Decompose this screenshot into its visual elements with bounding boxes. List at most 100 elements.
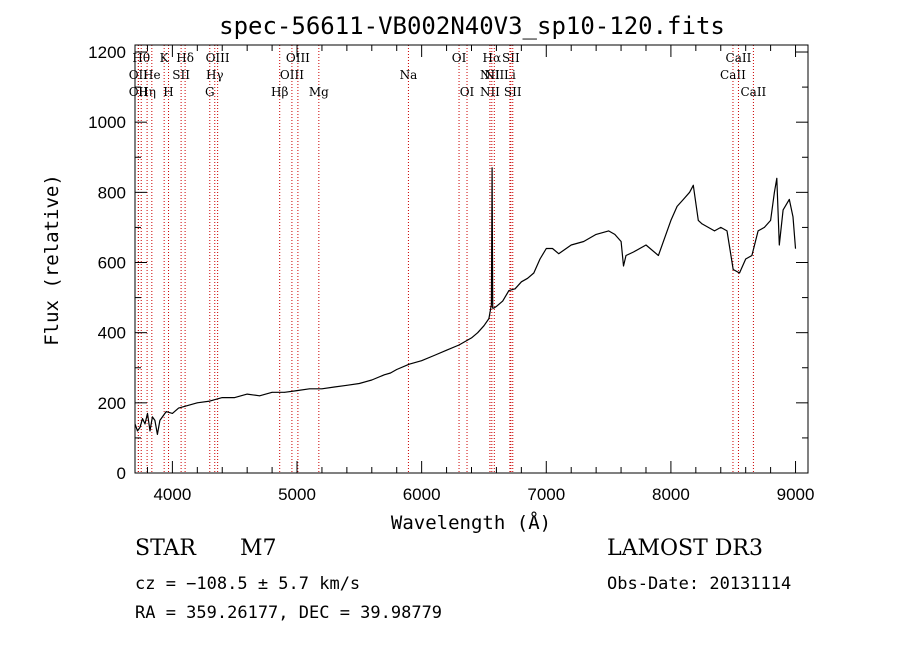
line-marker-label: SII	[502, 51, 520, 65]
data-point	[583, 241, 585, 242]
data-point	[707, 227, 709, 228]
data-point	[346, 384, 348, 386]
data-point	[751, 255, 753, 256]
line-marker-label: Hβ	[271, 85, 288, 99]
data-point	[142, 418, 143, 420]
data-point	[477, 332, 479, 334]
line-marker-label: Li	[504, 68, 516, 82]
x-tick-label: 7000	[527, 485, 565, 504]
data-point	[770, 220, 772, 221]
data-point	[508, 290, 510, 291]
data-point	[692, 184, 694, 186]
data-point	[471, 337, 472, 339]
line-marker-label: OI	[452, 51, 467, 65]
object-subclass: M7	[240, 536, 277, 561]
data-point	[491, 304, 492, 306]
data-point	[533, 272, 535, 274]
data-point	[492, 307, 494, 309]
data-point	[714, 230, 715, 232]
data-point	[421, 360, 423, 362]
data-point	[284, 391, 285, 393]
obs-date: Obs-Date: 20131114	[607, 574, 792, 594]
data-point	[309, 388, 310, 390]
line-marker-label: NII	[480, 85, 500, 99]
data-point	[695, 202, 697, 204]
line-marker-label: Hα	[483, 51, 502, 65]
line-marker-label: Na	[400, 68, 418, 82]
data-point	[483, 325, 485, 327]
data-point	[383, 374, 385, 376]
data-point	[491, 167, 493, 169]
x-axis-label: Wavelength (Å)	[391, 511, 551, 534]
data-point	[545, 248, 547, 249]
data-point	[720, 227, 722, 228]
data-point	[446, 349, 447, 351]
data-point	[625, 255, 627, 256]
x-tick-label: 5000	[278, 485, 316, 504]
data-point	[539, 258, 541, 260]
data-point	[390, 372, 391, 374]
x-tick-label: 8000	[652, 485, 690, 504]
data-point	[152, 416, 153, 418]
data-point	[149, 430, 151, 432]
data-point	[520, 281, 522, 283]
axis-ticks: 4000 5000 6000 7000 8000 9000 0 200 400 600 800 100…	[88, 43, 814, 504]
data-point	[147, 412, 148, 414]
data-point	[608, 230, 609, 232]
data-point	[458, 344, 460, 346]
redshift-text: cz = −108.5 ± 5.7 km/s	[135, 574, 361, 594]
data-point	[196, 402, 198, 404]
data-point	[795, 248, 796, 249]
data-point	[732, 269, 734, 270]
line-marker-label: G	[205, 85, 215, 99]
line-marker-label: Hθ	[132, 51, 150, 65]
line-marker-label: OIII	[206, 51, 230, 65]
line-marker-label: H	[163, 85, 173, 99]
data-point	[514, 288, 516, 290]
y-tick-label: 600	[98, 254, 126, 273]
data-point	[190, 404, 192, 405]
data-point	[745, 258, 747, 260]
chart-title: spec-56611-VB002N40V3_sp10-120.fits	[219, 12, 725, 40]
line-marker-label: Hη	[138, 85, 156, 99]
data-point	[371, 379, 373, 381]
plot-frame	[134, 44, 809, 474]
data-point	[595, 234, 597, 235]
line-marker-label: SII	[504, 85, 522, 99]
spectral-line-markers: HθOIIOIIHηHeKHSIIHδGHγOIIIHβOIIIOIIIMgNa…	[129, 45, 767, 473]
x-tick-label: 6000	[403, 485, 441, 504]
line-marker-label: Mg	[309, 85, 329, 99]
data-point	[623, 265, 624, 267]
line-marker-label: OII	[129, 85, 149, 99]
data-point	[246, 393, 248, 395]
data-point	[496, 305, 497, 307]
data-point	[697, 220, 699, 221]
data-point	[159, 419, 161, 421]
data-point	[739, 272, 740, 274]
data-point	[184, 405, 186, 407]
line-marker-label: OIII	[286, 51, 310, 65]
data-point	[527, 277, 528, 279]
y-tick-label: 0	[117, 464, 126, 483]
line-marker-label: Hδ	[176, 51, 194, 65]
line-marker-label: CaII	[726, 51, 752, 65]
data-point	[157, 434, 158, 435]
data-point	[726, 230, 728, 232]
coordinates-text: RA = 359.26177, DEC = 39.98779	[135, 603, 443, 623]
object-class: STAR	[135, 536, 196, 561]
line-marker-label: SII	[172, 68, 190, 82]
data-point	[493, 307, 495, 309]
data-point	[614, 234, 616, 235]
line-marker-label: K	[160, 51, 170, 65]
y-tick-label: 1200	[88, 43, 126, 62]
data-point	[645, 244, 647, 246]
data-point	[658, 255, 659, 256]
data-point	[763, 227, 765, 228]
data-point	[408, 363, 410, 365]
line-marker-label: OI	[460, 85, 475, 99]
survey-name: LAMOST DR3	[607, 536, 763, 561]
data-point	[144, 423, 146, 425]
x-tick-label: 4000	[153, 485, 191, 504]
line-marker-label: Hγ	[206, 68, 224, 82]
